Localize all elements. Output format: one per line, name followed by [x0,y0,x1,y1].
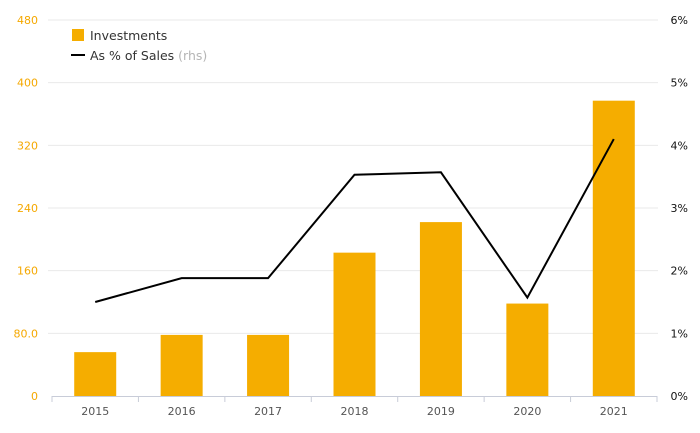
y-right-tick-label: 4% [671,139,688,152]
bar-2015 [74,352,117,396]
bar-2019 [419,222,462,396]
y-right-tick-label: 6% [671,14,688,27]
bar-2017 [247,334,290,396]
bar-2021 [592,100,635,396]
x-tick-label: 2020 [513,405,541,418]
y-right-tick-label: 3% [671,202,688,215]
investment-bars [74,100,635,396]
x-tick-label: 2015 [81,405,109,418]
y-left-tick-label: 480 [17,14,38,27]
y-right-tick-label: 1% [671,327,688,340]
legend-label-investments: Investments [90,28,167,43]
x-tick-label: 2018 [341,405,369,418]
y-left-tick-label: 80.0 [14,327,39,340]
gridlines [48,19,658,334]
y-left-tick-label: 320 [17,139,38,152]
y-right-tick-label: 0% [671,390,688,403]
y-left-tick-label: 240 [17,202,38,215]
x-tick-label: 2019 [427,405,455,418]
legend-series-name: As % of Sales [90,48,174,63]
sales-share-line [94,138,615,303]
x-axis: 2015 2016 2017 2018 2019 2020 2021 [51,396,658,418]
y-right-tick-label: 2% [671,265,688,278]
y-left-tick-label: 400 [17,77,38,90]
y-right-tick-label: 5% [671,77,688,90]
legend-label-sales-share: As % of Sales (rhs) [90,48,207,63]
bar-2020 [506,303,549,396]
x-tick-label: 2021 [600,405,628,418]
legend-swatch-investments [72,29,84,41]
right-y-axis: 0% 1% 2% 3% 4% 5% 6% [671,14,688,403]
bar-2016 [160,334,203,396]
legend-series-suffix: (rhs) [178,48,207,63]
x-tick-label: 2017 [254,405,282,418]
left-y-axis: 0 80.0 160 240 320 400 480 [14,14,39,403]
y-left-tick-label: 160 [17,265,38,278]
x-tick-label: 2016 [168,405,196,418]
legend: Investments As % of Sales (rhs) [71,28,207,63]
y-left-tick-label: 0 [31,390,38,403]
bar-2018 [333,252,376,396]
